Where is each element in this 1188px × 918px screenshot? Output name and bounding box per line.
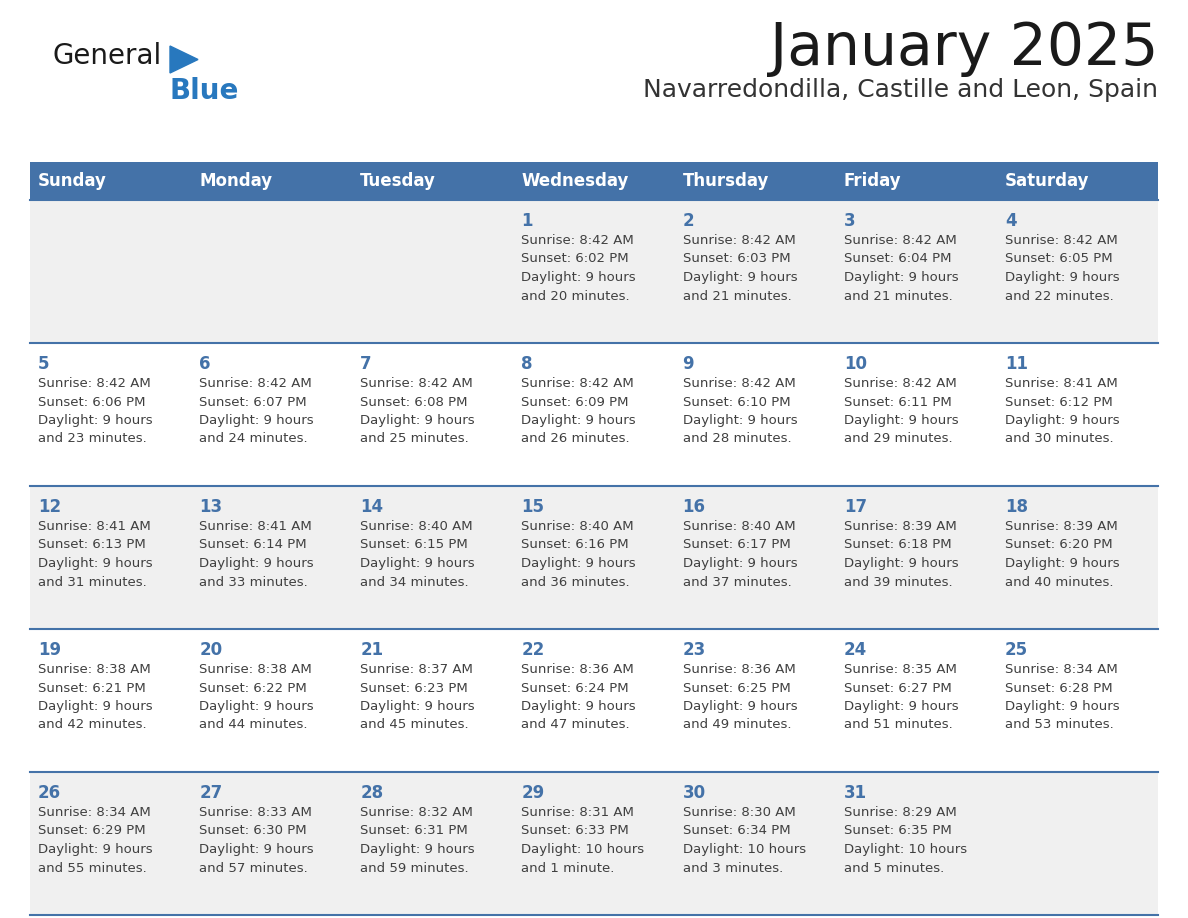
Text: 17: 17 xyxy=(843,498,867,516)
Text: 10: 10 xyxy=(843,355,867,373)
Text: Sunrise: 8:37 AM
Sunset: 6:23 PM
Daylight: 9 hours
and 45 minutes.: Sunrise: 8:37 AM Sunset: 6:23 PM Dayligh… xyxy=(360,663,475,732)
Text: 13: 13 xyxy=(200,498,222,516)
Text: 7: 7 xyxy=(360,355,372,373)
Text: Sunrise: 8:42 AM
Sunset: 6:06 PM
Daylight: 9 hours
and 23 minutes.: Sunrise: 8:42 AM Sunset: 6:06 PM Dayligh… xyxy=(38,377,152,445)
Text: Wednesday: Wednesday xyxy=(522,172,628,190)
Text: 16: 16 xyxy=(683,498,706,516)
Text: 22: 22 xyxy=(522,641,544,659)
Bar xyxy=(353,162,513,200)
Text: Tuesday: Tuesday xyxy=(360,172,436,190)
Text: 24: 24 xyxy=(843,641,867,659)
Text: Sunrise: 8:42 AM
Sunset: 6:02 PM
Daylight: 9 hours
and 20 minutes.: Sunrise: 8:42 AM Sunset: 6:02 PM Dayligh… xyxy=(522,234,636,303)
Text: Sunrise: 8:42 AM
Sunset: 6:10 PM
Daylight: 9 hours
and 28 minutes.: Sunrise: 8:42 AM Sunset: 6:10 PM Dayligh… xyxy=(683,377,797,445)
Bar xyxy=(191,162,353,200)
Text: 5: 5 xyxy=(38,355,50,373)
Text: Sunday: Sunday xyxy=(38,172,107,190)
Text: Sunrise: 8:41 AM
Sunset: 6:13 PM
Daylight: 9 hours
and 31 minutes.: Sunrise: 8:41 AM Sunset: 6:13 PM Dayligh… xyxy=(38,520,152,588)
Text: Sunrise: 8:42 AM
Sunset: 6:04 PM
Daylight: 9 hours
and 21 minutes.: Sunrise: 8:42 AM Sunset: 6:04 PM Dayligh… xyxy=(843,234,959,303)
Bar xyxy=(513,162,675,200)
Text: 19: 19 xyxy=(38,641,61,659)
Text: Sunrise: 8:36 AM
Sunset: 6:24 PM
Daylight: 9 hours
and 47 minutes.: Sunrise: 8:36 AM Sunset: 6:24 PM Dayligh… xyxy=(522,663,636,732)
Bar xyxy=(675,162,835,200)
Text: Sunrise: 8:32 AM
Sunset: 6:31 PM
Daylight: 9 hours
and 59 minutes.: Sunrise: 8:32 AM Sunset: 6:31 PM Dayligh… xyxy=(360,806,475,875)
Text: Sunrise: 8:40 AM
Sunset: 6:17 PM
Daylight: 9 hours
and 37 minutes.: Sunrise: 8:40 AM Sunset: 6:17 PM Dayligh… xyxy=(683,520,797,588)
Text: 1: 1 xyxy=(522,212,533,230)
Text: 9: 9 xyxy=(683,355,694,373)
Bar xyxy=(835,162,997,200)
Text: Sunrise: 8:34 AM
Sunset: 6:28 PM
Daylight: 9 hours
and 53 minutes.: Sunrise: 8:34 AM Sunset: 6:28 PM Dayligh… xyxy=(1005,663,1119,732)
Text: Friday: Friday xyxy=(843,172,902,190)
Text: 18: 18 xyxy=(1005,498,1028,516)
Text: Sunrise: 8:34 AM
Sunset: 6:29 PM
Daylight: 9 hours
and 55 minutes.: Sunrise: 8:34 AM Sunset: 6:29 PM Dayligh… xyxy=(38,806,152,875)
Text: 21: 21 xyxy=(360,641,384,659)
Text: 8: 8 xyxy=(522,355,533,373)
Text: Sunrise: 8:41 AM
Sunset: 6:12 PM
Daylight: 9 hours
and 30 minutes.: Sunrise: 8:41 AM Sunset: 6:12 PM Dayligh… xyxy=(1005,377,1119,445)
Polygon shape xyxy=(170,46,198,73)
Text: Sunrise: 8:38 AM
Sunset: 6:21 PM
Daylight: 9 hours
and 42 minutes.: Sunrise: 8:38 AM Sunset: 6:21 PM Dayligh… xyxy=(38,663,152,732)
Text: 23: 23 xyxy=(683,641,706,659)
Text: 31: 31 xyxy=(843,784,867,802)
Text: 6: 6 xyxy=(200,355,210,373)
Text: Sunrise: 8:42 AM
Sunset: 6:07 PM
Daylight: 9 hours
and 24 minutes.: Sunrise: 8:42 AM Sunset: 6:07 PM Dayligh… xyxy=(200,377,314,445)
Text: Sunrise: 8:42 AM
Sunset: 6:03 PM
Daylight: 9 hours
and 21 minutes.: Sunrise: 8:42 AM Sunset: 6:03 PM Dayligh… xyxy=(683,234,797,303)
Text: 15: 15 xyxy=(522,498,544,516)
Text: Sunrise: 8:42 AM
Sunset: 6:09 PM
Daylight: 9 hours
and 26 minutes.: Sunrise: 8:42 AM Sunset: 6:09 PM Dayligh… xyxy=(522,377,636,445)
Text: Saturday: Saturday xyxy=(1005,172,1089,190)
Text: Sunrise: 8:42 AM
Sunset: 6:11 PM
Daylight: 9 hours
and 29 minutes.: Sunrise: 8:42 AM Sunset: 6:11 PM Dayligh… xyxy=(843,377,959,445)
Text: 26: 26 xyxy=(38,784,61,802)
Text: Blue: Blue xyxy=(170,77,239,105)
Text: January 2025: January 2025 xyxy=(770,20,1158,77)
Text: Sunrise: 8:31 AM
Sunset: 6:33 PM
Daylight: 10 hours
and 1 minute.: Sunrise: 8:31 AM Sunset: 6:33 PM Dayligh… xyxy=(522,806,645,875)
Text: 27: 27 xyxy=(200,784,222,802)
Text: Navarredondilla, Castille and Leon, Spain: Navarredondilla, Castille and Leon, Spai… xyxy=(643,78,1158,102)
Text: Sunrise: 8:33 AM
Sunset: 6:30 PM
Daylight: 9 hours
and 57 minutes.: Sunrise: 8:33 AM Sunset: 6:30 PM Dayligh… xyxy=(200,806,314,875)
Text: Sunrise: 8:40 AM
Sunset: 6:15 PM
Daylight: 9 hours
and 34 minutes.: Sunrise: 8:40 AM Sunset: 6:15 PM Dayligh… xyxy=(360,520,475,588)
Text: 2: 2 xyxy=(683,212,694,230)
Text: Sunrise: 8:41 AM
Sunset: 6:14 PM
Daylight: 9 hours
and 33 minutes.: Sunrise: 8:41 AM Sunset: 6:14 PM Dayligh… xyxy=(200,520,314,588)
Bar xyxy=(30,200,1158,343)
Bar xyxy=(30,629,1158,772)
Text: Sunrise: 8:38 AM
Sunset: 6:22 PM
Daylight: 9 hours
and 44 minutes.: Sunrise: 8:38 AM Sunset: 6:22 PM Dayligh… xyxy=(200,663,314,732)
Bar xyxy=(30,772,1158,915)
Text: General: General xyxy=(52,42,162,70)
Text: Sunrise: 8:29 AM
Sunset: 6:35 PM
Daylight: 10 hours
and 5 minutes.: Sunrise: 8:29 AM Sunset: 6:35 PM Dayligh… xyxy=(843,806,967,875)
Bar xyxy=(30,343,1158,486)
Text: Sunrise: 8:36 AM
Sunset: 6:25 PM
Daylight: 9 hours
and 49 minutes.: Sunrise: 8:36 AM Sunset: 6:25 PM Dayligh… xyxy=(683,663,797,732)
Text: Sunrise: 8:42 AM
Sunset: 6:08 PM
Daylight: 9 hours
and 25 minutes.: Sunrise: 8:42 AM Sunset: 6:08 PM Dayligh… xyxy=(360,377,475,445)
Text: 4: 4 xyxy=(1005,212,1017,230)
Text: 29: 29 xyxy=(522,784,544,802)
Text: 14: 14 xyxy=(360,498,384,516)
Bar xyxy=(30,486,1158,629)
Text: Sunrise: 8:42 AM
Sunset: 6:05 PM
Daylight: 9 hours
and 22 minutes.: Sunrise: 8:42 AM Sunset: 6:05 PM Dayligh… xyxy=(1005,234,1119,303)
Text: 30: 30 xyxy=(683,784,706,802)
Text: 25: 25 xyxy=(1005,641,1028,659)
Text: Sunrise: 8:35 AM
Sunset: 6:27 PM
Daylight: 9 hours
and 51 minutes.: Sunrise: 8:35 AM Sunset: 6:27 PM Dayligh… xyxy=(843,663,959,732)
Bar xyxy=(30,162,191,200)
Text: 20: 20 xyxy=(200,641,222,659)
Text: Sunrise: 8:39 AM
Sunset: 6:20 PM
Daylight: 9 hours
and 40 minutes.: Sunrise: 8:39 AM Sunset: 6:20 PM Dayligh… xyxy=(1005,520,1119,588)
Text: Monday: Monday xyxy=(200,172,272,190)
Text: 3: 3 xyxy=(843,212,855,230)
Text: 11: 11 xyxy=(1005,355,1028,373)
Text: 28: 28 xyxy=(360,784,384,802)
Text: 12: 12 xyxy=(38,498,61,516)
Text: Sunrise: 8:40 AM
Sunset: 6:16 PM
Daylight: 9 hours
and 36 minutes.: Sunrise: 8:40 AM Sunset: 6:16 PM Dayligh… xyxy=(522,520,636,588)
Text: Thursday: Thursday xyxy=(683,172,769,190)
Bar xyxy=(997,162,1158,200)
Text: Sunrise: 8:39 AM
Sunset: 6:18 PM
Daylight: 9 hours
and 39 minutes.: Sunrise: 8:39 AM Sunset: 6:18 PM Dayligh… xyxy=(843,520,959,588)
Text: Sunrise: 8:30 AM
Sunset: 6:34 PM
Daylight: 10 hours
and 3 minutes.: Sunrise: 8:30 AM Sunset: 6:34 PM Dayligh… xyxy=(683,806,805,875)
